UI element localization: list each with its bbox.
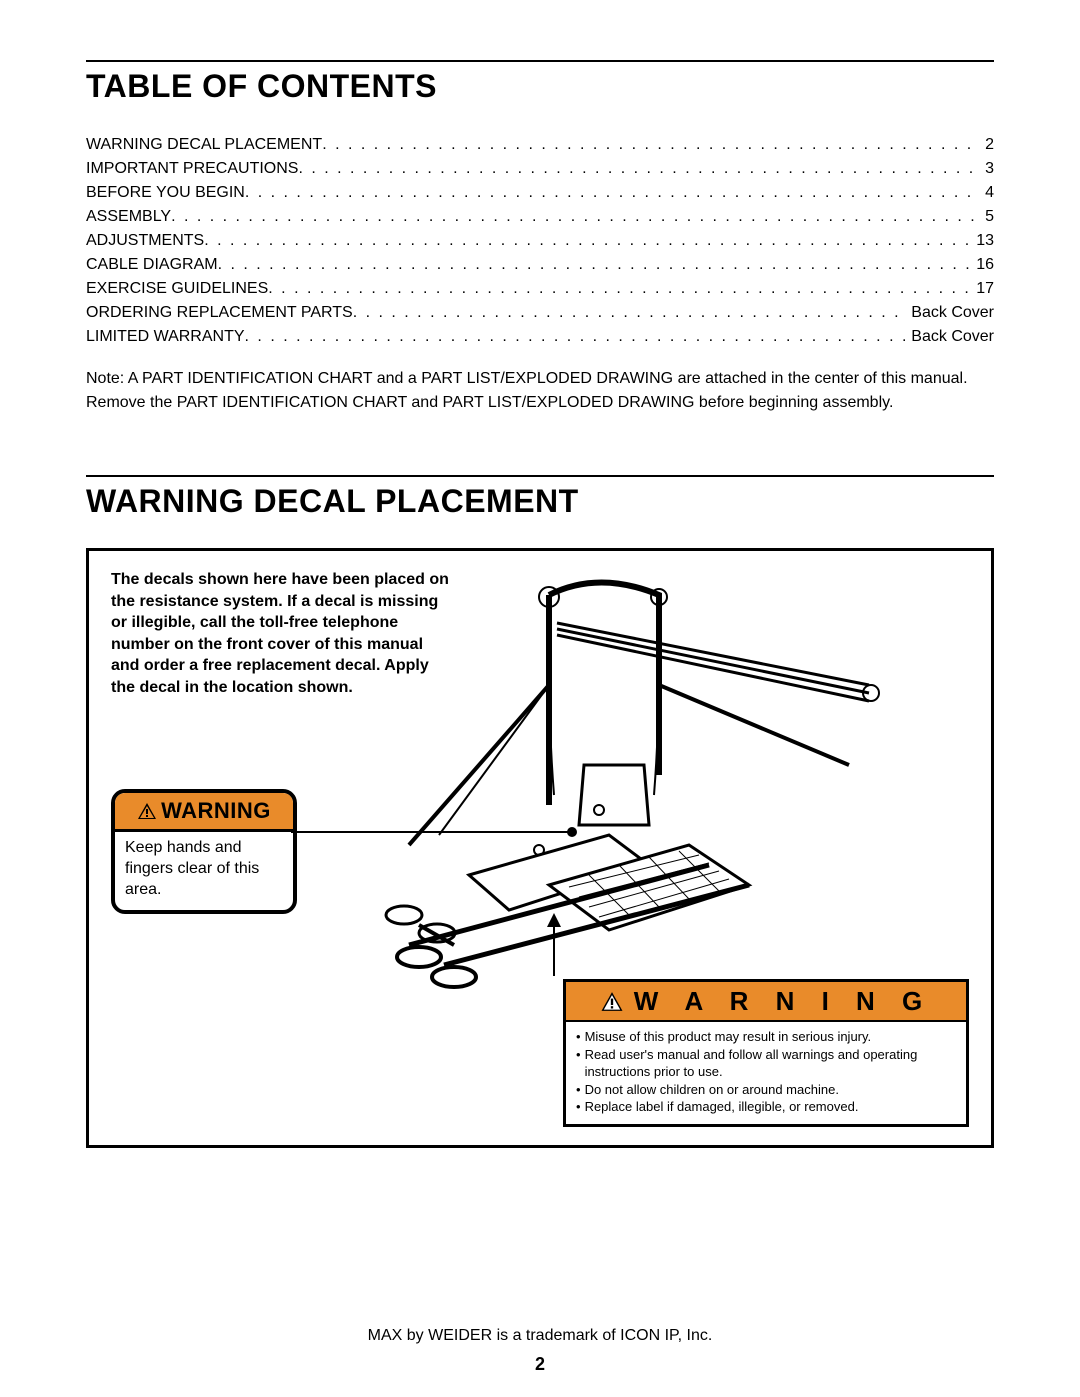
toc-label: EXERCISE GUIDELINES	[86, 277, 268, 301]
warning-left-body: Keep hands and fingers clear of this are…	[115, 832, 293, 910]
toc-row: ADJUSTMENTS 13	[86, 229, 994, 253]
toc-row: EXERCISE GUIDELINES 17	[86, 277, 994, 301]
warning-left-header: WARNING	[115, 793, 293, 832]
toc-row: LIMITED WARRANTY Back Cover	[86, 325, 994, 349]
toc-dots	[268, 277, 972, 301]
warning-left-title: WARNING	[161, 798, 271, 824]
toc-label: BEFORE YOU BEGIN	[86, 181, 245, 205]
page-number: 2	[0, 1354, 1080, 1375]
warning-bullet-text: Do not allow children on or around machi…	[585, 1081, 839, 1099]
warning-triangle-icon	[600, 991, 624, 1012]
equipment-diagram	[349, 565, 939, 1005]
warning-bullet: •Replace label if damaged, illegible, or…	[576, 1098, 956, 1116]
toc-label: CABLE DIAGRAM	[86, 253, 218, 277]
toc-page: 4	[981, 181, 994, 205]
warning-right-body: •Misuse of this product may result in se…	[566, 1022, 966, 1124]
toc-page: 16	[972, 253, 994, 277]
toc-page: 3	[981, 157, 994, 181]
warning-right-header: W A R N I N G	[566, 982, 966, 1022]
toc-dots	[353, 301, 908, 325]
toc-label: ASSEMBLY	[86, 205, 171, 229]
toc-label: WARNING DECAL PLACEMENT	[86, 133, 322, 157]
toc-label: ORDERING REPLACEMENT PARTS	[86, 301, 353, 325]
toc-row: CABLE DIAGRAM 16	[86, 253, 994, 277]
warning-decal-heading: WARNING DECAL PLACEMENT	[86, 483, 994, 520]
toc-note: Note: A PART IDENTIFICATION CHART and a …	[86, 367, 994, 415]
toc-page: 17	[972, 277, 994, 301]
toc-row: ASSEMBLY 5	[86, 205, 994, 229]
table-of-contents: WARNING DECAL PLACEMENT 2 IMPORTANT PREC…	[86, 133, 994, 349]
leader-line-left	[291, 831, 571, 833]
toc-label: ADJUSTMENTS	[86, 229, 204, 253]
top-rule	[86, 60, 994, 62]
leader-line-right	[553, 921, 555, 976]
warning-bullet: •Read user's manual and follow all warni…	[576, 1046, 956, 1081]
toc-label: IMPORTANT PRECAUTIONS	[86, 157, 298, 181]
toc-row: WARNING DECAL PLACEMENT 2	[86, 133, 994, 157]
diagram-container: The decals shown here have been placed o…	[86, 548, 994, 1148]
warning-bullet-text: Read user's manual and follow all warnin…	[585, 1046, 956, 1081]
leader-arrow-right	[547, 913, 561, 927]
toc-page: 2	[981, 133, 994, 157]
toc-dots	[245, 181, 981, 205]
warning-bullet-text: Misuse of this product may result in ser…	[585, 1028, 872, 1046]
manual-page: TABLE OF CONTENTS WARNING DECAL PLACEMEN…	[0, 0, 1080, 1397]
toc-dots	[322, 133, 981, 157]
toc-page: Back Cover	[907, 301, 994, 325]
toc-row: BEFORE YOU BEGIN 4	[86, 181, 994, 205]
toc-page: 13	[972, 229, 994, 253]
trademark-footer: MAX by WEIDER is a trademark of ICON IP,…	[0, 1327, 1080, 1345]
warning-bullet: •Misuse of this product may result in se…	[576, 1028, 956, 1046]
toc-row: IMPORTANT PRECAUTIONS 3	[86, 157, 994, 181]
warning-left-header-text: WARNING	[137, 798, 271, 824]
warning-decal-right: W A R N I N G •Misuse of this product ma…	[563, 979, 969, 1127]
toc-heading: TABLE OF CONTENTS	[86, 68, 994, 105]
warning-bullet-text: Replace label if damaged, illegible, or …	[585, 1098, 859, 1116]
toc-page: 5	[981, 205, 994, 229]
section2-rule	[86, 475, 994, 477]
warning-triangle-icon	[137, 802, 157, 820]
toc-dots	[218, 253, 973, 277]
warning-bullet: •Do not allow children on or around mach…	[576, 1081, 956, 1099]
warning-right-title: W A R N I N G	[634, 986, 933, 1017]
toc-page: Back Cover	[907, 325, 994, 349]
toc-row: ORDERING REPLACEMENT PARTS Back Cover	[86, 301, 994, 325]
toc-dots	[245, 325, 908, 349]
warning-decal-left: WARNING Keep hands and fingers clear of …	[111, 789, 297, 914]
toc-dots	[298, 157, 981, 181]
toc-dots	[204, 229, 972, 253]
toc-dots	[171, 205, 981, 229]
toc-label: LIMITED WARRANTY	[86, 325, 245, 349]
leader-dot-left	[567, 827, 577, 837]
